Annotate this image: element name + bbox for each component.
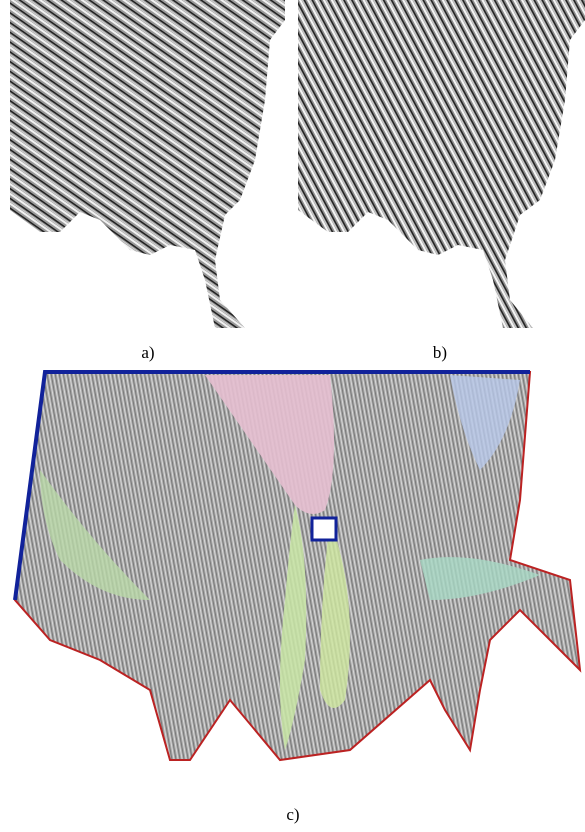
panel-b-image <box>298 0 585 328</box>
panel-a-image <box>10 0 285 328</box>
panel-caption: a) <box>141 343 154 362</box>
panel-c-image <box>15 372 580 760</box>
page: a) b) c) (() => { const data = JSON.pars… <box>0 0 585 832</box>
figure: a) b) c) <box>0 0 585 832</box>
panel-caption: c) <box>286 805 299 824</box>
panel-caption: b) <box>433 343 447 362</box>
